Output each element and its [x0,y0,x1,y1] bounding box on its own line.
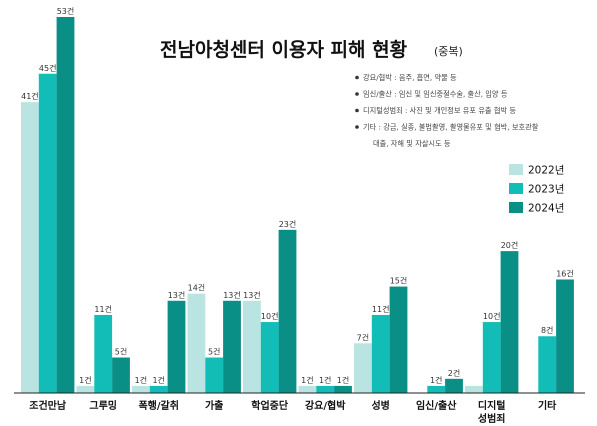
bar [132,385,150,393]
data-label: 7건 [357,332,369,342]
category-label: 강요/협박 [305,399,346,412]
bar [149,385,168,393]
data-label: 1건 [152,375,164,385]
bar [187,293,206,393]
category-label: 학업중단 [251,399,289,412]
category-label: 임신/출산 [416,399,457,412]
data-label: 41건 [21,91,39,101]
data-label: 1건 [430,375,442,385]
bar [76,385,95,393]
category-labels: 조건만남 그루밍 폭행/갈취 가출 학업중단 강요/협박 성병 임신/출산 디지털성범죄 기타 [29,399,557,425]
data-label: 13건 [168,290,186,300]
data-label: 13건 [243,290,261,300]
category-label: 기타 [538,399,557,412]
bar [482,322,501,393]
note-text: 기타 : 강금, 실종, 불법촬영, 촬영물유포 및 협박, 보호관찰 [363,123,539,132]
chart-title: 전남아청센터 이용자 피해 현황 [160,38,408,61]
legend-label: 2024년 [528,203,564,215]
bar [538,336,557,393]
note-bullet [355,125,359,129]
bar [334,385,352,393]
note-text: 대출, 자해 및 자살시도 등 [373,139,451,148]
bar [354,343,372,393]
bar [500,251,519,393]
bar [205,357,224,393]
legend: 2022년 2023년 2024년 [509,164,564,215]
note-text: 강요/협박 : 음주, 흡연, 약물 등 [363,73,457,82]
data-label: 1건 [337,375,349,385]
data-label: 2건 [448,368,460,378]
notes: 강요/협박 : 음주, 흡연, 약물 등임신/출산 : 임신 및 임신중절수술,… [355,73,539,148]
data-label: 1건 [79,375,91,385]
category-label: 성범죄 [478,412,506,425]
bar [278,229,297,393]
legend-swatch [509,164,523,175]
bar [371,314,390,393]
bars [21,17,574,394]
category-label: 조건만남 [29,399,67,412]
data-label: 20건 [501,240,519,250]
bar [21,102,39,393]
data-label: 14건 [188,283,206,293]
bar [316,385,335,393]
legend-label: 2023년 [528,184,564,196]
note-text: 디지털성범죄 : 사진 및 개인정보 유포 유출 협박 등 [363,106,516,115]
bar [445,378,463,393]
bar [298,385,317,393]
bar [389,286,408,393]
data-label: 1건 [301,375,313,385]
data-label: 23건 [279,219,297,229]
category-label: 디지털 [478,399,506,412]
data-label: 10건 [261,311,279,321]
bar [112,357,130,393]
legend-swatch [509,183,523,194]
bar [223,300,241,393]
bar [427,385,446,393]
data-label: 1건 [319,375,331,385]
data-label: 5건 [208,347,220,357]
legend-swatch [509,202,523,213]
data-label: 1건 [135,375,147,385]
bar [56,17,75,393]
note-bullet [355,75,359,80]
data-label: 8건 [541,325,553,335]
category-label: 가출 [205,399,223,412]
data-label: 10건 [483,311,501,321]
data-label: 13건 [223,290,241,300]
note-bullet [355,92,359,96]
bar [556,279,574,393]
note-bullet [355,108,359,113]
data-label: 16건 [556,268,574,278]
category-label: 폭행/갈취 [138,399,178,412]
data-label: 5건 [115,347,127,357]
bar [167,300,186,393]
data-label: 11건 [372,304,390,314]
bar [260,322,279,393]
category-label: 성병 [371,399,389,412]
category-label: 그루밍 [89,399,117,412]
bar [243,300,261,393]
bar [38,73,57,394]
data-label: 15건 [390,276,408,286]
bar [465,385,483,393]
chart-subtitle: (중복) [434,45,463,58]
note-text: 임신/출산 : 임신 및 임신중절수술, 출산, 입양 등 [363,90,508,99]
data-label: 53건 [57,6,75,16]
legend-label: 2022년 [528,165,564,177]
data-label: 11건 [94,304,112,314]
bar [94,314,113,393]
data-label: 45건 [39,63,57,73]
